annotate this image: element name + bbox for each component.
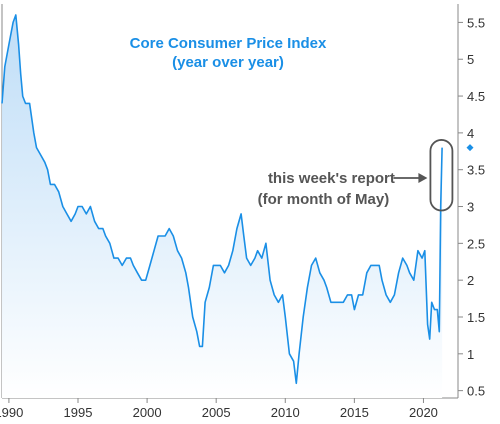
y-tick-label: 4.5 [467, 89, 485, 104]
chart-title: Core Consumer Price Index [130, 35, 327, 52]
annotation: this week's report (for month of May) [258, 139, 454, 212]
series-area [2, 15, 443, 398]
x-tick-label: 2000 [133, 405, 162, 420]
y-tick-label: 2 [467, 273, 474, 288]
line-layer [1, 14, 443, 385]
y-tick-label: 5 [467, 52, 474, 67]
x-tick-label: 2005 [202, 405, 231, 420]
chart-subtitle: (year over year) [172, 54, 284, 71]
y-tick-label: 5.5 [467, 15, 485, 30]
last-value-marker [466, 144, 474, 152]
y-tick-label: 4 [467, 126, 474, 141]
x-tick-label: 2020 [409, 405, 438, 420]
x-axis: 1990 1995 2000 2005 2010 2015 2020 [0, 398, 438, 420]
annotation-highlight [429, 139, 454, 212]
x-tick-label: 1995 [64, 405, 93, 420]
x-tick-label: 2015 [340, 405, 369, 420]
last-value-diamond [466, 144, 474, 152]
annotation-text-line2: (for month of May) [258, 191, 390, 208]
y-axis: 0.5 1 1.5 2 2.5 3 3.5 4 4.5 5 5.5 [458, 15, 485, 399]
y-tick-label: 2.5 [467, 236, 485, 251]
y-tick-label: 0.5 [467, 384, 485, 399]
y-tick-label: 1.5 [467, 310, 485, 325]
x-tick-label: 2010 [271, 405, 300, 420]
x-tick-label: 1990 [0, 405, 23, 420]
y-tick-label: 3 [467, 200, 474, 215]
y-tick-label: 1 [467, 347, 474, 362]
annotation-arrow-head [418, 173, 428, 183]
annotation-text-line1: this week's report [268, 170, 395, 187]
series-line [1, 14, 443, 385]
y-tick-label: 3.5 [467, 163, 485, 178]
area-layer [2, 15, 443, 398]
